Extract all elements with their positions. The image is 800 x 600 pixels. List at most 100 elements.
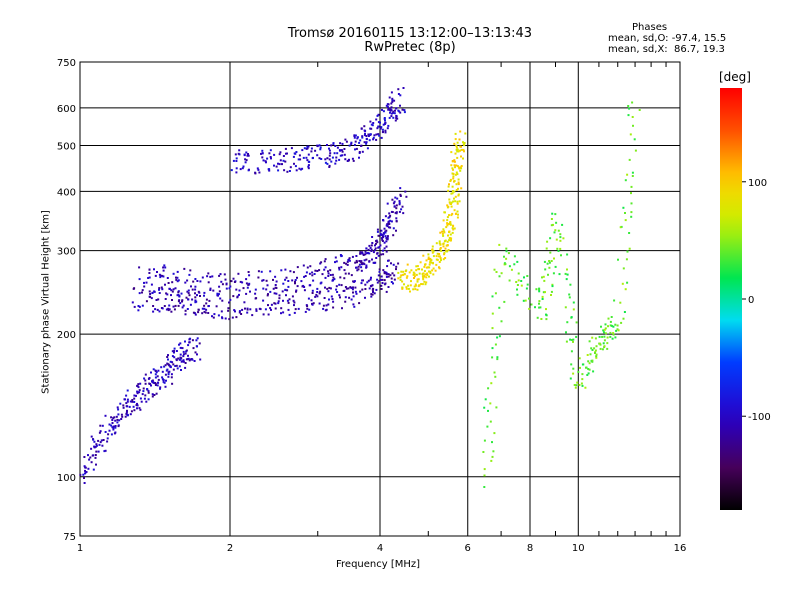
echo-point [288, 298, 291, 301]
echo-point [327, 275, 330, 277]
echo-point [254, 171, 257, 174]
echo-point [373, 249, 376, 252]
x-tick-label: 16 [674, 543, 687, 554]
echo-point [453, 180, 456, 182]
echo-point [181, 347, 184, 350]
echo-point [305, 156, 308, 159]
echo-point [494, 292, 497, 295]
echo-point [390, 91, 393, 94]
echo-point [168, 370, 171, 373]
echo-point [507, 252, 510, 255]
echo-point [604, 332, 607, 335]
echo-point [205, 302, 208, 305]
echo-point [316, 270, 319, 272]
echo-point [266, 157, 269, 160]
echo-point [126, 400, 129, 403]
y-tick-label: 300 [57, 247, 76, 258]
echo-point [570, 350, 573, 353]
echo-point [191, 298, 194, 301]
echo-point [354, 134, 357, 137]
echo-point [382, 253, 385, 256]
echo-point [456, 148, 459, 151]
echo-point [353, 143, 356, 146]
echo-point [589, 353, 592, 356]
echo-point [225, 287, 228, 290]
echo-point [184, 340, 186, 343]
echo-point [454, 212, 457, 215]
echo-point [427, 258, 430, 260]
echo-point [269, 270, 272, 273]
echo-point [212, 316, 215, 319]
echo-point [398, 200, 401, 203]
echo-point [194, 351, 197, 354]
echo-point [413, 277, 415, 279]
echo-point [390, 262, 392, 265]
echo-point [554, 213, 557, 216]
echo-point [424, 283, 427, 286]
echo-point [137, 383, 140, 386]
echo-point [382, 219, 385, 222]
echo-point [392, 110, 395, 113]
echo-point [378, 246, 381, 248]
echo-point [167, 307, 170, 310]
y-tick-label: 500 [57, 141, 76, 152]
echo-point [172, 305, 175, 308]
echo-point [385, 224, 388, 227]
echo-point [454, 200, 457, 203]
echo-point [358, 260, 361, 262]
echo-point [177, 357, 180, 360]
echo-point [415, 273, 418, 276]
echo-point [451, 167, 454, 170]
echo-point [387, 221, 390, 223]
echo-point [329, 269, 332, 272]
echo-point [293, 304, 295, 307]
echo-point [371, 288, 374, 291]
echo-point [306, 147, 309, 150]
echo-point [423, 270, 426, 273]
echo-point [395, 117, 398, 119]
echo-point [173, 351, 175, 354]
echo-point [270, 303, 273, 306]
echo-point [562, 237, 565, 240]
echo-point [261, 152, 264, 155]
echo-point [425, 266, 428, 269]
echo-point [385, 271, 388, 274]
echo-point [525, 287, 528, 290]
echo-point [462, 157, 464, 160]
echo-point [565, 340, 568, 343]
echo-point [491, 295, 494, 298]
echo-point [631, 116, 634, 118]
echo-point [257, 270, 260, 273]
echo-point [516, 293, 519, 296]
echo-point [380, 284, 383, 287]
echo-point [277, 169, 280, 172]
echo-point [568, 296, 571, 299]
echo-point [587, 368, 590, 370]
echo-point [550, 218, 553, 220]
echo-point [609, 335, 612, 338]
echo-point [622, 317, 625, 320]
echo-point [454, 173, 457, 176]
echo-point [446, 204, 449, 207]
echo-point [324, 276, 327, 279]
echo-point [432, 250, 435, 253]
echo-point [559, 233, 562, 236]
echo-point [318, 292, 321, 295]
echo-point [607, 325, 609, 328]
echo-point [460, 165, 463, 167]
y-tick-label: 750 [57, 58, 76, 69]
echo-point [543, 279, 546, 282]
echo-point [379, 244, 382, 247]
echo-point [439, 257, 442, 260]
echo-point [188, 273, 191, 276]
echo-point [196, 353, 198, 356]
echo-point [179, 353, 182, 356]
echo-point [398, 210, 401, 213]
echo-point [307, 297, 310, 300]
echo-point [365, 135, 368, 137]
echo-point [628, 247, 631, 250]
echo-point [629, 133, 632, 136]
echo-point [449, 222, 452, 225]
echo-point [505, 247, 508, 250]
echo-point [282, 155, 285, 157]
